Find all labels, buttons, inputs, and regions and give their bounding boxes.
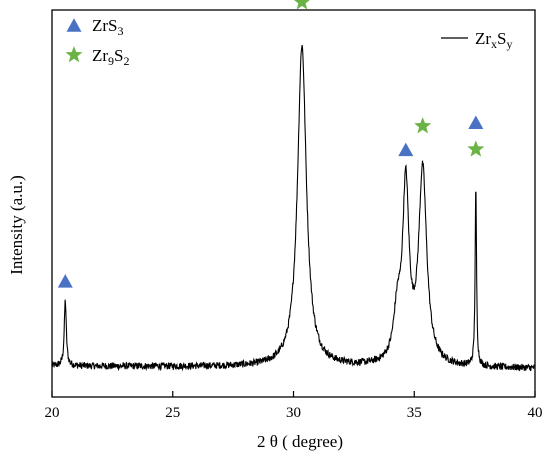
series-line [51, 44, 536, 372]
xrd-pattern-line [51, 44, 536, 372]
x-tick-label-20: 20 [45, 405, 60, 421]
plot-border [51, 9, 536, 398]
x-tick-label-40: 40 [528, 405, 543, 421]
star-marker-2 [294, 0, 310, 10]
triangle-marker-5 [468, 115, 484, 129]
legend-star-icon [65, 46, 83, 63]
plot-frame [51, 9, 536, 398]
legend-zrxsy: ZrxSy [475, 29, 513, 51]
x-tick-label-35: 35 [407, 405, 422, 421]
x-ticks: 20 25 30 35 40 [45, 391, 543, 421]
peak-markers [57, 0, 485, 288]
x-tick-label-30: 30 [286, 405, 301, 421]
star-marker-6 [467, 140, 485, 157]
legend-zrs3: ZrS3 [92, 16, 124, 38]
legend: ZrS3 Zr9S2 ZrxSy [65, 16, 513, 68]
triangle-marker-3 [398, 142, 414, 157]
x-axis-label: 2 θ ( degree) [257, 432, 343, 451]
legend-triangle-icon [66, 18, 82, 32]
triangle-marker-0 [57, 274, 73, 288]
y-axis-label: Intensity (a.u.) [7, 175, 26, 275]
x-tick-label-25: 25 [165, 405, 180, 421]
legend-zr9s2: Zr9S2 [92, 46, 130, 68]
star-marker-4 [414, 117, 432, 134]
